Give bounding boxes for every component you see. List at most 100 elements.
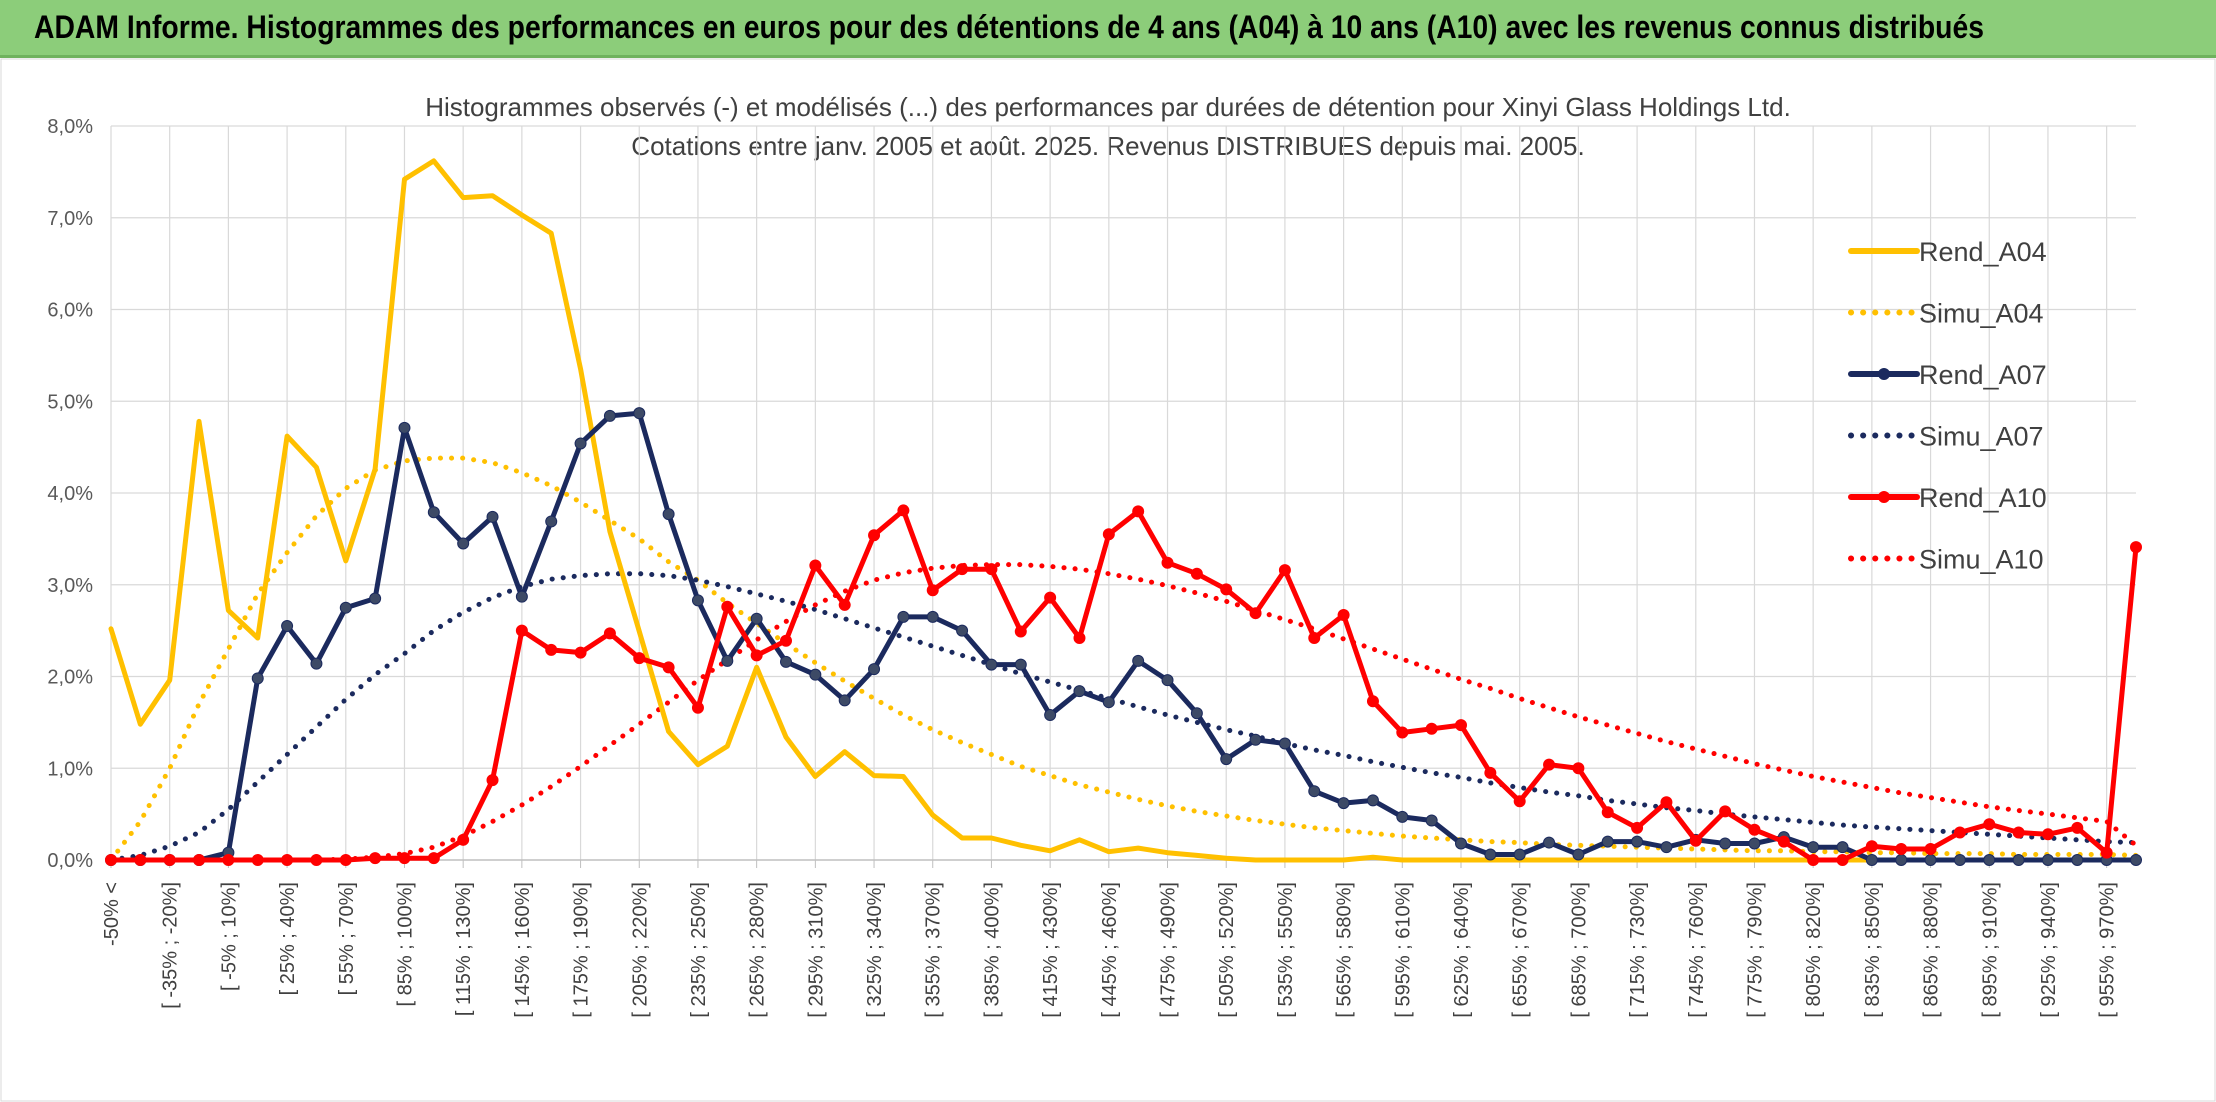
series-rend-a07-point xyxy=(2012,854,2025,866)
series-rend-a07-point xyxy=(339,601,352,614)
legend-rend-a04-label: Rend_A04 xyxy=(1919,237,2047,267)
series-rend-a07-point xyxy=(251,672,264,685)
series-rend-a07-point xyxy=(926,610,939,623)
series-rend-a10-point xyxy=(251,854,264,866)
series-rend-a07-point xyxy=(1719,837,1732,850)
series-rend-a07-point xyxy=(1895,854,1908,866)
series-rend-a10-point xyxy=(1719,805,1732,818)
series-rend-a10-point xyxy=(281,854,294,866)
series-rend-a10-point xyxy=(838,598,851,611)
series-rend-a07-point xyxy=(691,594,704,607)
axes: 0,0% 1,0% 2,0% 3,0% 4,0% 5,0% 6,0% 7,0% 8,0% -50%… xyxy=(47,116,2136,1018)
series-rend-a04-line xyxy=(108,158,2139,863)
series-rend-a07-point xyxy=(1190,707,1203,720)
series-rend-a07-point xyxy=(1132,654,1145,667)
series-rend-a07-point xyxy=(310,657,323,670)
series-rend-a07-point xyxy=(1044,709,1057,722)
series-rend-a10-point xyxy=(897,504,910,517)
x-tick-label: [ 505% ; 520%] xyxy=(1216,882,1238,1018)
series-rend-a07-point xyxy=(985,658,998,671)
x-tick-label: [ 55% ; 70%] xyxy=(336,882,358,995)
series-rend-a10-point xyxy=(134,854,147,866)
series-rend-a07-point xyxy=(1455,837,1467,850)
x-tick-label: [ 325% ; 340%] xyxy=(864,882,886,1018)
series-rend-a10-point xyxy=(515,624,528,637)
x-tick-label: [ 655% ; 670%] xyxy=(1510,882,1532,1018)
series-rend-a10-point xyxy=(868,529,881,542)
series-rend-a07-point xyxy=(1366,794,1379,807)
x-tick-label: [ 715% ; 730%] xyxy=(1627,882,1649,1018)
series-rend-a07-point xyxy=(1073,685,1086,698)
series-rend-a10-point xyxy=(1601,806,1614,819)
y-tick-label: 8,0% xyxy=(47,116,93,138)
series-rend-a07-point xyxy=(868,663,881,676)
series-rend-a07 xyxy=(105,407,2142,866)
legend-simu-a10-label: Simu_A10 xyxy=(1919,545,2044,575)
series-rend-a10-point xyxy=(1190,567,1203,580)
series-rend-a07-point xyxy=(2041,854,2054,866)
series-rend-a07-point xyxy=(1220,753,1233,766)
series-rend-a07-point xyxy=(1953,854,1966,866)
series-rend-a10-point xyxy=(1836,854,1849,866)
x-tick-label: [ 145% ; 160%] xyxy=(512,882,534,1018)
x-tick-label: [ 595% ; 610%] xyxy=(1392,882,1414,1018)
series-rend-a10-point xyxy=(1455,719,1467,732)
series-rend-a07-point xyxy=(1308,785,1321,798)
series-rend-a10-point xyxy=(1425,722,1438,735)
series-rend-a07-point xyxy=(1631,835,1644,848)
chart-area xyxy=(0,58,2216,1102)
series-rend-a07-point xyxy=(1014,658,1027,671)
x-tick-label: [ 235% ; 250%] xyxy=(688,882,710,1018)
series-rend-a10-point xyxy=(1748,823,1761,836)
series-rend-a10-point xyxy=(339,854,352,866)
series-rend-a07-point xyxy=(515,590,528,603)
series-rend-a07-point xyxy=(1543,836,1556,849)
x-tick-label: [ 265% ; 280%] xyxy=(747,882,769,1018)
series-rend-a10-point xyxy=(1337,609,1350,622)
series-rend-a10-point xyxy=(398,852,411,865)
y-tick-label: 5,0% xyxy=(47,391,93,413)
series-rend-a10-point xyxy=(1513,795,1526,808)
x-tick-label: [ 85% ; 100%] xyxy=(394,882,416,1007)
x-tick-label: [ 625% ; 640%] xyxy=(1451,882,1473,1018)
series-rend-a10-point xyxy=(1484,766,1497,779)
series-rend-a07-point xyxy=(1484,848,1497,861)
series-rend-a07-point xyxy=(545,515,558,528)
series-rend-a10-point xyxy=(1895,842,1908,855)
series-rend-a07-point xyxy=(398,421,411,434)
x-tick-label: [ 205% ; 220%] xyxy=(629,882,651,1018)
y-tick-label: 0,0% xyxy=(47,850,93,872)
series-rend-a10-point xyxy=(1102,528,1115,541)
x-tick-label: [ 565% ; 580%] xyxy=(1334,882,1356,1018)
y-tick-label: 6,0% xyxy=(47,300,93,322)
x-tick-label: [ 415% ; 430%] xyxy=(1040,882,1062,1018)
series-rend-a10-point xyxy=(1132,505,1145,518)
x-tick-label: [ 895% ; 910%] xyxy=(1979,882,2001,1018)
legend-rend-a04: Rend_A04 xyxy=(1848,237,2047,267)
x-tick-label: [ -5% ; 10%] xyxy=(218,882,240,991)
x-tick-label: [ 925% ; 940%] xyxy=(2038,882,2060,1018)
legend-rend-a07-label: Rend_A07 xyxy=(1919,360,2047,390)
series-rend-a10-point xyxy=(1865,840,1878,853)
legend-simu-a04-label: Simu_A04 xyxy=(1919,299,2044,329)
series-rend-a10-point xyxy=(985,563,998,576)
series-rend-a07-point xyxy=(1924,854,1937,866)
series-rend-a07-point xyxy=(1601,835,1614,848)
series-rend-a10-point xyxy=(1689,834,1702,847)
series-rend-a10-point xyxy=(750,649,763,662)
legend-rend-a10-marker xyxy=(1878,491,1890,503)
series-rend-a07-point xyxy=(1161,674,1174,687)
gridlines xyxy=(110,125,2136,860)
y-tick-label: 7,0% xyxy=(47,208,93,230)
series-rend-a07-point xyxy=(721,654,734,667)
x-tick-label: [ 25% ; 40%] xyxy=(277,882,299,995)
series-rend-a10-point xyxy=(691,701,704,714)
series-rend-a10-point xyxy=(1983,818,1996,831)
series-rend-a07-point xyxy=(457,537,470,550)
series-rend-a10-point xyxy=(926,584,939,597)
series-rend-a07-point xyxy=(809,668,822,681)
series-rend-a10-point xyxy=(1220,583,1233,596)
chart-subtitle: Cotations entre janv. 2005 et août. 2025… xyxy=(631,131,1584,161)
series-rend-a07-point xyxy=(1396,810,1409,823)
series-rend-a10-point xyxy=(1777,835,1790,848)
